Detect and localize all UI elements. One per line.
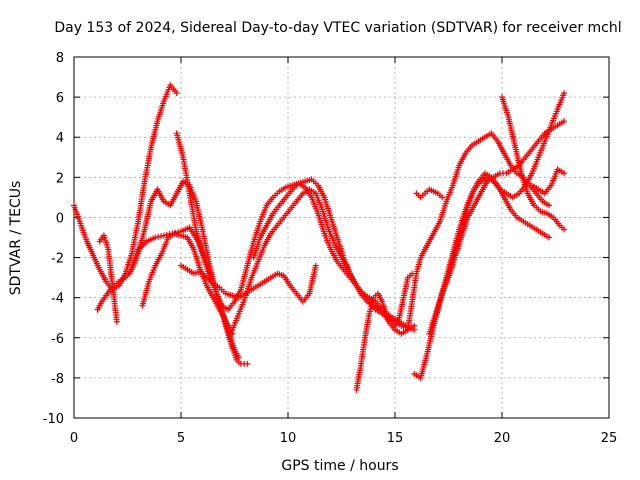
x-tick-label: 10 (280, 431, 297, 446)
data-point (152, 234, 159, 241)
series-sat-17 (528, 166, 568, 197)
series-sat-13 (413, 186, 446, 201)
series-sat-3 (96, 232, 120, 325)
plot-frame (73, 56, 610, 419)
x-axis-label: GPS time / hours (281, 458, 398, 474)
data-point (244, 360, 251, 367)
series-sat-5 (139, 230, 236, 337)
data-point (173, 90, 180, 97)
series-sat-1 (71, 82, 180, 293)
series-sat-15 (439, 90, 568, 297)
axes-ticks: 0 5 10 15 20 25 -10 -8 -6 -4 -2 0 2 4 6 8 (43, 51, 618, 446)
data-point (561, 170, 568, 177)
data-point (411, 322, 418, 329)
data-point (561, 90, 568, 97)
data-point (561, 118, 568, 125)
y-tick-label: 6 (56, 91, 64, 106)
data-marks (71, 82, 568, 393)
series-sat-10 (353, 270, 416, 393)
chart-title: Day 153 of 2024, Sidereal Day-to-day VTE… (54, 20, 621, 36)
y-tick-label: 0 (56, 211, 64, 226)
x-tick-label: 0 (70, 431, 78, 446)
data-point (546, 202, 553, 209)
data-point-fill (155, 233, 162, 240)
data-point-fill (158, 233, 165, 240)
series-sat-7 (178, 262, 319, 305)
data-point (561, 226, 568, 233)
series-sat-16 (499, 94, 568, 233)
series-sat-11 (404, 130, 553, 333)
x-tick-label: 25 (601, 431, 618, 446)
data-point (546, 234, 553, 241)
data-point (312, 262, 319, 269)
x-tick-label: 20 (494, 431, 511, 446)
y-tick-label: -4 (51, 292, 64, 307)
y-axis-label: SDTVAR / TECUs (8, 181, 24, 296)
y-tick-label: 4 (56, 131, 64, 146)
y-tick-label: -10 (43, 412, 64, 427)
data-point (113, 318, 120, 325)
y-tick-label: 8 (56, 51, 64, 66)
data-point (160, 232, 167, 239)
y-tick-label: -8 (51, 372, 64, 387)
data-point (439, 194, 446, 201)
x-tick-label: 15 (387, 431, 404, 446)
series-sat-2 (94, 178, 242, 361)
y-tick-label: 2 (56, 171, 64, 186)
series-sat-14 (426, 118, 568, 337)
x-tick-label: 5 (177, 431, 185, 446)
y-tick-label: -6 (51, 332, 64, 347)
y-tick-label: -2 (51, 252, 64, 267)
